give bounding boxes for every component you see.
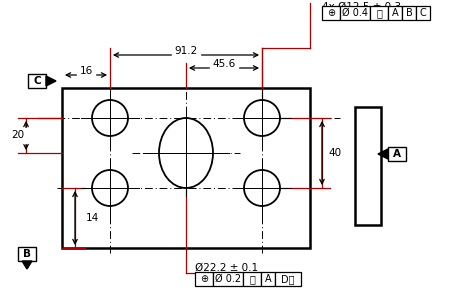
Text: A: A	[264, 274, 271, 284]
Text: 45.6: 45.6	[212, 59, 236, 69]
Bar	[243, 272, 261, 286]
Bar	[340, 6, 370, 20]
Text: Dⓜ: Dⓜ	[281, 274, 295, 284]
Text: Ø 0.2: Ø 0.2	[215, 274, 241, 284]
Bar	[28, 74, 46, 88]
Text: ⊕: ⊕	[327, 8, 335, 18]
Text: ⓜ: ⓜ	[249, 274, 255, 284]
Text: 20: 20	[11, 131, 25, 141]
Text: Ø22.2 ± 0.1: Ø22.2 ± 0.1	[195, 263, 258, 273]
Bar	[370, 6, 388, 20]
Bar	[62, 88, 310, 248]
Bar	[195, 272, 213, 286]
Bar	[355, 107, 381, 225]
Bar	[275, 272, 301, 286]
Text: B: B	[406, 8, 412, 18]
Text: 4x Ø12.5 ± 0.3: 4x Ø12.5 ± 0.3	[322, 2, 401, 12]
Bar	[261, 272, 275, 286]
Text: A: A	[392, 8, 398, 18]
Text: 91.2: 91.2	[174, 46, 198, 56]
Bar	[402, 6, 416, 20]
Text: B: B	[23, 249, 31, 259]
Bar	[18, 247, 36, 261]
Bar	[322, 6, 340, 20]
Text: C: C	[33, 76, 41, 86]
Text: ⊕: ⊕	[200, 274, 208, 284]
Text: Ø 0.4: Ø 0.4	[342, 8, 368, 18]
Polygon shape	[378, 149, 388, 159]
Bar	[416, 6, 430, 20]
Text: C: C	[419, 8, 427, 18]
Text: ⓜ: ⓜ	[376, 8, 382, 18]
Text: A: A	[393, 149, 401, 159]
Text: 40: 40	[328, 148, 342, 158]
Bar	[388, 6, 402, 20]
Polygon shape	[46, 76, 56, 86]
Text: 14: 14	[85, 213, 99, 223]
Bar	[388, 147, 406, 161]
Bar	[213, 272, 243, 286]
Text: 16: 16	[79, 66, 92, 76]
Polygon shape	[22, 261, 32, 269]
